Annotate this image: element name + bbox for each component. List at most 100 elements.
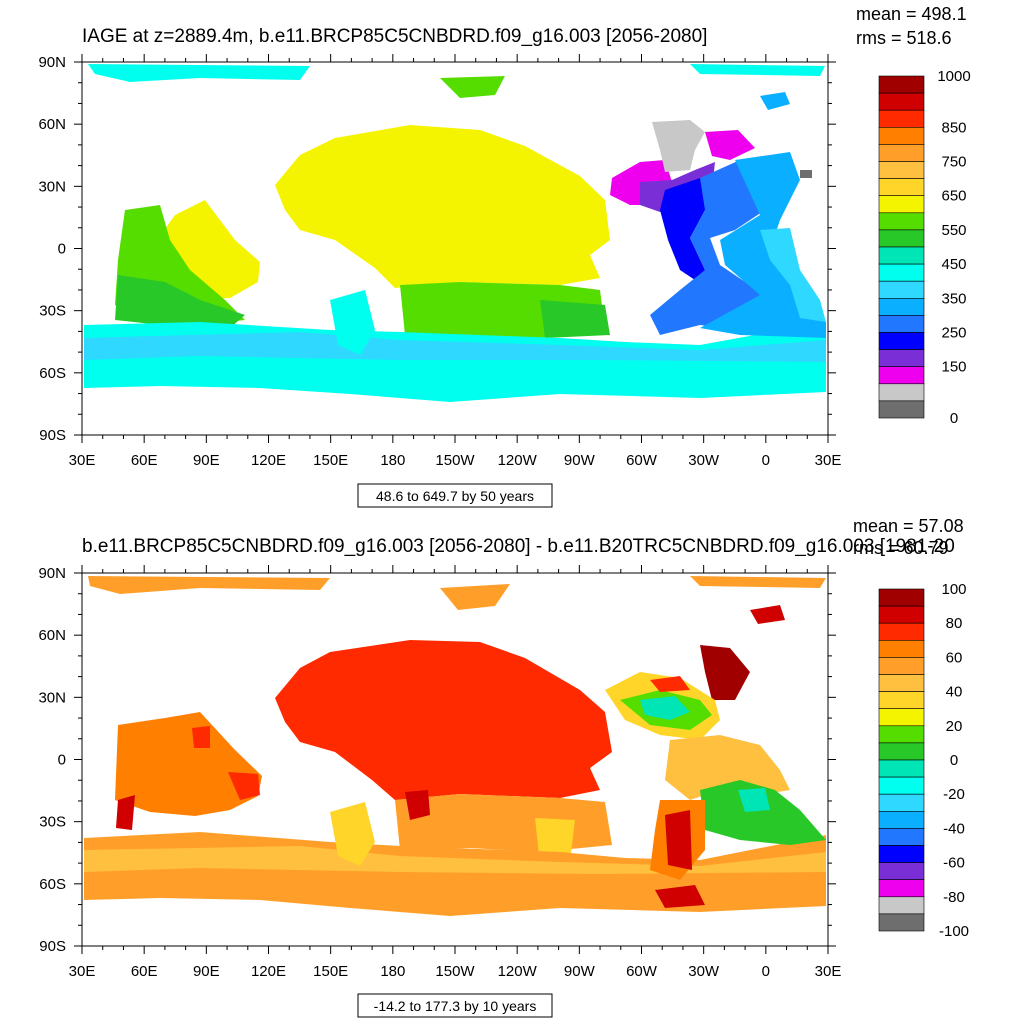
region-tropical-atlantic [650,160,780,335]
x-tick-label: 180 [380,452,405,469]
colorbar-swatch [878,263,925,282]
colorbar-swatch [878,605,925,624]
y-tick-label: 0 [58,241,66,258]
region-arctic [88,64,310,82]
region-arctic-isle [760,92,790,110]
colorbar-swatch [878,810,925,829]
x-tick-label: 150E [313,452,348,469]
region-indian-red [228,772,260,800]
colorbar-swatch [878,708,925,727]
colorbar-label: -100 [939,923,969,940]
y-tick-label: 60S [39,876,66,893]
region-central-red [405,790,430,820]
x-tick-label: 150E [313,963,348,980]
y-tick-label: 30N [38,178,66,195]
colorbar-label: -80 [943,889,965,906]
map-field [84,64,826,402]
region-south-atlantic [700,152,826,338]
x-tick-label: 30E [815,452,842,469]
colorbar-swatch [878,212,925,231]
x-tick-label: 0 [762,963,770,980]
colorbar-label: 80 [946,615,963,632]
colorbar-label: 0 [950,410,958,427]
colorbar-swatch [878,195,925,214]
y-tick-label: 30N [38,689,66,706]
colorbar-label: 0 [950,752,958,769]
region-west-indian-2 [115,275,245,328]
x-tick-label: 120E [251,963,286,980]
colorbar-swatch [878,349,925,368]
colorbar-label: 100 [941,581,966,598]
colorbar-label: 150 [941,359,966,376]
y-tick-label: 90N [38,54,66,71]
colorbar-swatch [878,657,925,675]
region-southern-ocean-yellow [84,846,826,874]
colorbar-swatch [878,862,925,880]
colorbar-swatch [878,588,925,607]
region-southern-red [655,885,705,908]
colorbar-label: 60 [946,649,963,666]
region-deep-western-boundary [660,175,725,290]
stat-rms: rms = 60.79 [853,538,949,558]
colorbar-swatch [878,383,925,402]
colorbar-swatch [878,92,925,111]
x-tick-label: 150W [435,963,475,980]
colorbar-label: 650 [941,188,966,205]
region-tropical-atlantic [665,735,790,800]
region-north-pacific [275,125,610,288]
x-tick-label: 120E [251,452,286,469]
colorbar-swatch [878,280,925,299]
contour-note: -14.2 to 177.3 by 10 years [374,998,537,1014]
region-arctic-isle-red [750,605,785,624]
colorbar-swatch [878,674,925,692]
region-south-pacific-band [540,300,610,338]
contour-note-box [357,993,553,1018]
x-tick-label: 30W [688,452,720,469]
colorbar-swatch [878,725,925,744]
region-arctic-atl [440,76,505,98]
colorbar-swatch [878,828,925,846]
region-south-atlantic-green [700,780,826,845]
stat-mean: mean = 57.08 [853,516,964,536]
colorbar-swatch [878,793,925,812]
x-tick-label: 30E [69,452,96,469]
colorbar-swatch [878,144,925,162]
x-tick-label: 0 [762,452,770,469]
region-indonesian-seas [330,290,375,355]
stat-rms: rms = 518.6 [856,28,952,48]
colorbar-label: 250 [941,325,966,342]
colorbar-label: 350 [941,290,966,307]
x-tick-label: 120W [498,452,538,469]
colorbar-label: 20 [946,718,963,735]
contour-note-box [357,483,553,508]
colorbar-swatch [878,742,925,761]
y-tick-label: 0 [58,752,66,769]
map-field [84,576,826,916]
colorbar-swatch [878,639,925,658]
x-tick-label: 60E [131,963,158,980]
x-tick-label: 60E [131,452,158,469]
colorbar-label: 450 [941,256,966,273]
region-west-indian-red [116,795,135,830]
region-isle-grey [800,170,812,178]
x-tick-label: 120W [498,963,538,980]
colorbar-swatch [878,879,925,898]
x-tick-label: 180 [380,963,405,980]
x-tick-label: 30E [815,963,842,980]
region-arctic [88,576,330,594]
axis-ticks: 30E 60E 90E 120E 150E 180 150W 120W 90W 60W 30W 0 30… [38,54,841,469]
colorbar-swatch [878,622,925,641]
axis-ticks: 30E 60E 90E 120E 150E 180 150W 120W 90W 60W 30W 0 30… [38,565,841,980]
colorbar-label: -60 [943,855,965,872]
region-arctic-east [690,576,826,588]
colorbar-swatch [878,759,925,778]
colorbar-swatch [878,913,925,932]
region-gulf-stream-red [650,676,690,692]
region-arctic-atl [440,584,510,610]
x-tick-label: 90E [193,452,220,469]
region-bay-red [192,726,210,748]
colorbar-swatch [878,109,925,128]
x-tick-label: 90E [193,963,220,980]
colorbar-label: 1000 [937,68,970,85]
y-tick-label: 30S [39,814,66,831]
